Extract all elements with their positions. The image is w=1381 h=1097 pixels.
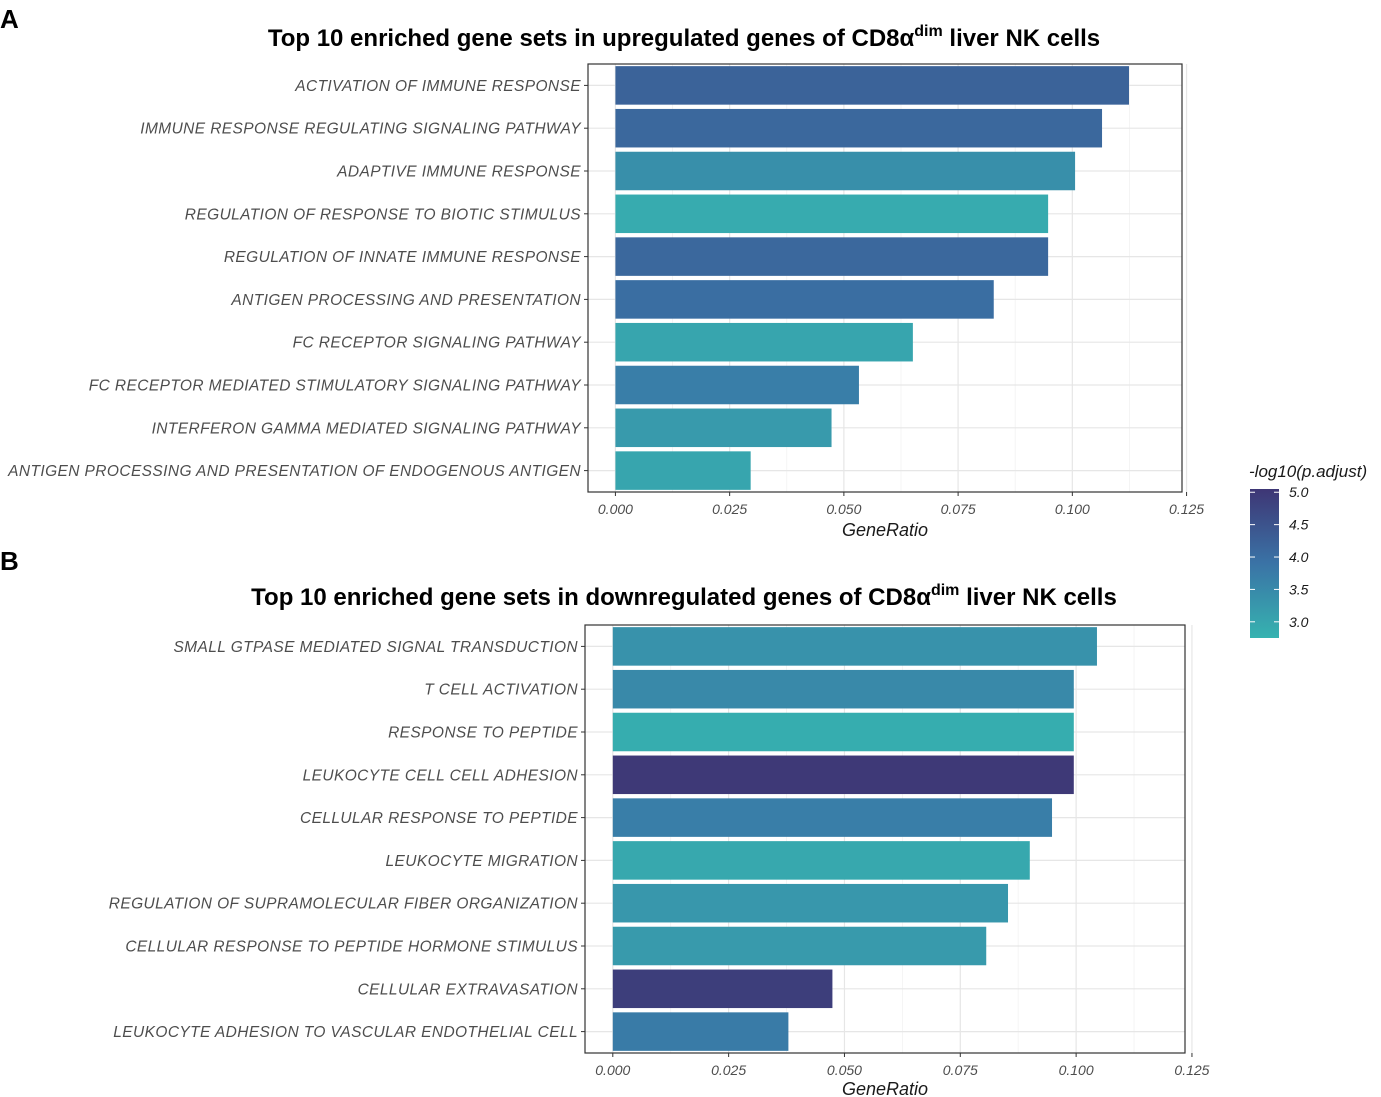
bar-b-4 [612,755,1074,795]
category-label-b-10: LEUKOCYTE ADHESION TO VASCULAR ENDOTHELI… [113,1024,578,1041]
chart-title-b: Top 10 enriched gene sets in downregulat… [251,582,1117,611]
x-tick-label-a: 0.075 [941,501,976,517]
x-axis-title-a: GeneRatio [842,520,928,540]
category-label-a-7: FC RECEPTOR SIGNALING PATHWAY [293,335,583,352]
x-tick-label-b: 0.075 [943,1062,978,1078]
chart-title-a-main: Top 10 enriched gene sets in upregulated… [268,25,915,52]
bar-b-8 [612,926,987,966]
bar-a-3 [615,151,1076,191]
category-label-b-4: LEUKOCYTE CELL CELL ADHESION [303,767,579,784]
panel-border-b [584,624,1186,1054]
chart-title-b-main: Top 10 enriched gene sets in downregulat… [251,584,931,611]
legend-title: -log10(p.adjust) [1249,462,1367,481]
chart-panel-b: SMALL GTPASE MEDIATED SIGNAL TRANSDUCTIO… [109,624,1210,1078]
chart-panel-a: ACTIVATION OF IMMUNE RESPONSE IMMUNE RESP… [7,63,1204,517]
legend-ticks: 5.0 4.5 4.0 3.5 3.0 [1250,484,1309,630]
x-ticks-b: 0.000 0.025 0.050 0.075 0.100 0.125 [595,1053,1210,1078]
chart-title-b-superscript: dim [931,582,959,599]
chart-title-b-end: liver NK cells [959,584,1116,611]
bar-a-4 [615,194,1049,234]
x-tick-label-b: 0.025 [711,1062,746,1078]
x-tick-label-a: 0.100 [1055,501,1090,517]
bar-b-7 [612,883,1009,923]
legend-tick-label: 4.0 [1289,549,1309,565]
category-label-b-2: T CELL ACTIVATION [424,682,578,699]
bar-b-9 [612,969,833,1009]
bar-b-3 [612,712,1074,752]
legend-tick-label: 4.5 [1289,517,1309,533]
panel-label-a: A [0,4,19,34]
bar-b-6 [612,841,1030,880]
bar-b-5 [612,798,1053,837]
legend-tick-label: 5.0 [1289,484,1309,500]
x-ticks-a: 0.000 0.025 0.050 0.075 0.100 0.125 [598,492,1204,517]
bar-a-8 [615,365,859,405]
legend-colorbar [1250,489,1279,638]
bar-a-1 [615,66,1129,105]
x-tick-label-a: 0.125 [1169,501,1204,517]
bar-b-2 [612,669,1074,709]
category-label-a-4: REGULATION OF RESPONSE TO BIOTIC STIMULU… [185,206,581,223]
category-label-a-1: ACTIVATION OF IMMUNE RESPONSE [294,78,581,95]
category-label-b-5: CELLULAR RESPONSE TO PEPTIDE [300,810,578,827]
x-tick-label-b: 0.125 [1174,1062,1209,1078]
category-label-b-8: CELLULAR RESPONSE TO PEPTIDE HORMONE STI… [125,939,578,956]
category-label-a-10: ANTIGEN PROCESSING AND PRESENTATION OF E… [7,463,581,480]
bar-b-10 [612,1012,789,1051]
legend-tick-label: 3.0 [1289,614,1309,630]
chart-title-a: Top 10 enriched gene sets in upregulated… [268,23,1100,52]
category-label-b-3: RESPONSE TO PEPTIDE [388,725,578,742]
category-label-a-5: REGULATION OF INNATE IMMUNE RESPONSE [224,249,581,266]
bar-a-9 [615,408,832,448]
category-labels-b: SMALL GTPASE MEDIATED SIGNAL TRANSDUCTIO… [109,639,585,1041]
category-label-b-1: SMALL GTPASE MEDIATED SIGNAL TRANSDUCTIO… [173,639,578,656]
x-tick-label-a: 0.025 [712,501,747,517]
bar-a-7 [615,322,913,362]
bar-a-2 [615,108,1103,148]
chart-title-a-superscript: dim [914,23,942,40]
category-label-a-9: INTERFERON GAMMA MEDIATED SIGNALING PATH… [152,420,583,437]
category-label-b-9: CELLULAR EXTRAVASATION [358,981,579,998]
panel-label-b: B [0,546,19,576]
x-tick-label-b: 0.000 [595,1062,630,1078]
category-label-a-2: IMMUNE RESPONSE REGULATING SIGNALING PAT… [140,121,582,138]
category-label-a-8: FC RECEPTOR MEDIATED STIMULATORY SIGNALI… [89,378,583,395]
category-label-b-6: LEUKOCYTE MIGRATION [386,853,579,870]
bar-a-10 [615,451,751,490]
category-label-b-7: REGULATION OF SUPRAMOLECULAR FIBER ORGAN… [109,896,579,913]
bar-a-5 [615,237,1049,276]
category-label-a-6: ANTIGEN PROCESSING AND PRESENTATION [230,292,581,309]
category-label-a-3: ADAPTIVE IMMUNE RESPONSE [336,164,581,181]
chart-title-a-end: liver NK cells [943,25,1100,52]
bar-a-6 [615,280,994,319]
bars-b [612,627,1097,1051]
legend-tick-label: 3.5 [1289,581,1309,597]
x-axis-title-b: GeneRatio [842,1079,928,1097]
panel-border-a [587,63,1183,493]
bar-b-1 [612,627,1097,666]
x-tick-label-a: 0.050 [826,501,861,517]
x-tick-label-b: 0.050 [827,1062,862,1078]
category-labels-a: ACTIVATION OF IMMUNE RESPONSE IMMUNE RESP… [7,78,588,480]
x-tick-label-a: 0.000 [598,501,633,517]
x-tick-label-b: 0.100 [1059,1062,1094,1078]
bars-a [615,66,1129,490]
